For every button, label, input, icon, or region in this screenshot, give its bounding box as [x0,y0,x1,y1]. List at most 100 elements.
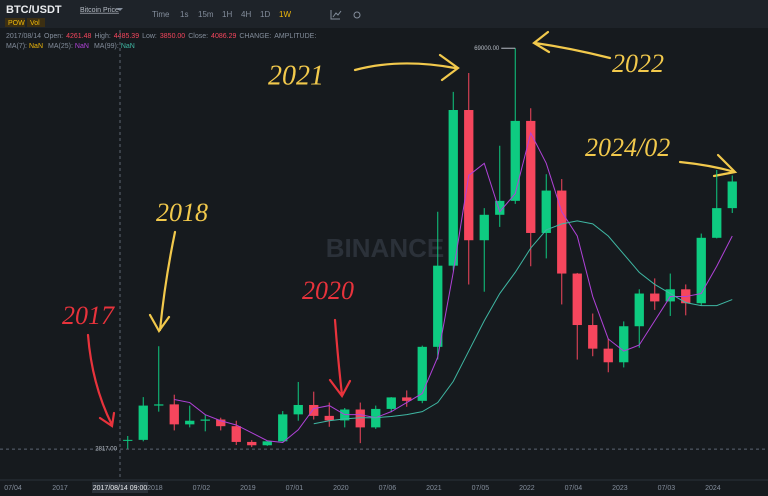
info-text: 4261.48 [66,33,91,40]
ma-line [313,220,733,425]
tag[interactable]: Vol [30,20,40,27]
tool-icons[interactable] [330,10,361,20]
interval-tab[interactable]: Time [152,10,170,19]
ma-text: NaN [75,43,89,50]
ma-text: NaN [29,43,43,50]
interval-tab[interactable]: 15m [198,10,214,19]
dropdown-icon[interactable] [117,8,123,11]
symbol[interactable]: BTC/USDT [6,4,62,16]
candle-body [309,404,319,416]
candle-body [231,426,241,442]
x-tick-label: 07/03 [658,485,676,492]
x-tick-label: 07/05 [472,485,490,492]
candle-body [324,415,334,421]
handwritten-annotation: 2020 [302,276,354,305]
high-marker-label: 69000.00 [474,46,500,52]
handwritten-annotation: 2018 [156,198,208,227]
info-text: Open: [44,33,63,40]
interval-tab[interactable]: 4H [241,10,251,19]
annotation-arrows [86,30,738,428]
handwritten-annotation: 2022 [612,49,664,78]
candle-body [588,325,598,349]
candle-body [448,110,458,266]
candle-body [712,208,722,238]
candle-body [479,214,489,241]
candle-body [665,289,675,302]
x-tick-label: 2023 [612,485,628,492]
info-text: 4086.29 [211,33,236,40]
candle-body [619,326,629,363]
candle-body [154,404,164,406]
tag-bg [5,18,25,27]
candle-body [696,237,706,304]
candle-body [417,346,427,401]
info-text: 2017/08/14 [6,33,41,40]
candle-body [510,120,520,201]
candle-body [123,439,133,441]
candle-body [526,120,536,233]
x-tick-label: 2018 [147,485,163,492]
x-tick-label: 2020 [333,485,349,492]
candle-body [603,348,613,363]
info-text: AMPLITUDE: [274,33,316,40]
candle-body [634,293,644,327]
candle-body [650,293,660,302]
candle-body [386,397,396,409]
candle-body [262,441,272,446]
ma-text: MA(99): [94,43,119,50]
candle-body [247,441,257,446]
info-text: 3850.00 [160,33,185,40]
candle-body [572,273,582,326]
x-tick-label: 07/04 [4,485,22,492]
x-tick-label: 2017 [52,485,68,492]
crosshair-label-bg [92,482,148,493]
info-text: High: [94,33,110,40]
watermark: BINANCE [326,233,444,263]
symbol-name[interactable]: Bitcoin Price [80,7,119,14]
candle-body [402,397,412,401]
x-tick-label: 07/04 [565,485,583,492]
info-text: 4485.39 [114,33,139,40]
ma-text: MA(7): [6,43,27,50]
candle-body [541,190,551,233]
interval-tab[interactable]: 1D [260,10,270,19]
x-tick-label: 2022 [519,485,535,492]
candle-body [495,200,505,215]
x-tick-label: 07/02 [193,485,211,492]
handwritten-annotation: 2021 [268,60,324,91]
info-text: CHANGE: [239,33,271,40]
candle-body [216,419,226,427]
interval-tab[interactable]: 1H [222,10,232,19]
low-marker-label: 2817.00 [95,447,117,453]
handwritten-annotation: 2024/02 [585,133,670,162]
interval-tab[interactable]: 1s [180,10,188,19]
x-tick-label: 07/06 [379,485,397,492]
ma-line [174,131,733,444]
candle-body [433,265,443,347]
candle-body [185,420,195,425]
tag-bg [27,18,45,27]
candle-body [278,414,288,442]
candle-body [727,181,737,209]
interval-tab[interactable]: 1W [279,10,291,19]
toolbar [0,0,768,28]
ma-text: NaN [121,43,135,50]
candle-body [200,419,210,421]
crosshair-label: 2017/08/14 09:00 [93,485,148,492]
candle-body [293,404,303,415]
ma-text: MA(25): [48,43,73,50]
info-text: Close: [188,33,208,40]
x-tick-label: 2019 [240,485,256,492]
tag[interactable]: POW [8,20,25,27]
candle-body [557,190,567,274]
x-tick-label: 07/01 [286,485,304,492]
x-tick-label: 2021 [426,485,442,492]
candle-body [138,405,148,440]
candle-body [169,404,179,425]
candle-body [355,409,365,428]
handwritten-annotation: 2017 [62,301,115,330]
info-text: Low: [142,33,157,40]
x-tick-label: 2024 [705,485,721,492]
